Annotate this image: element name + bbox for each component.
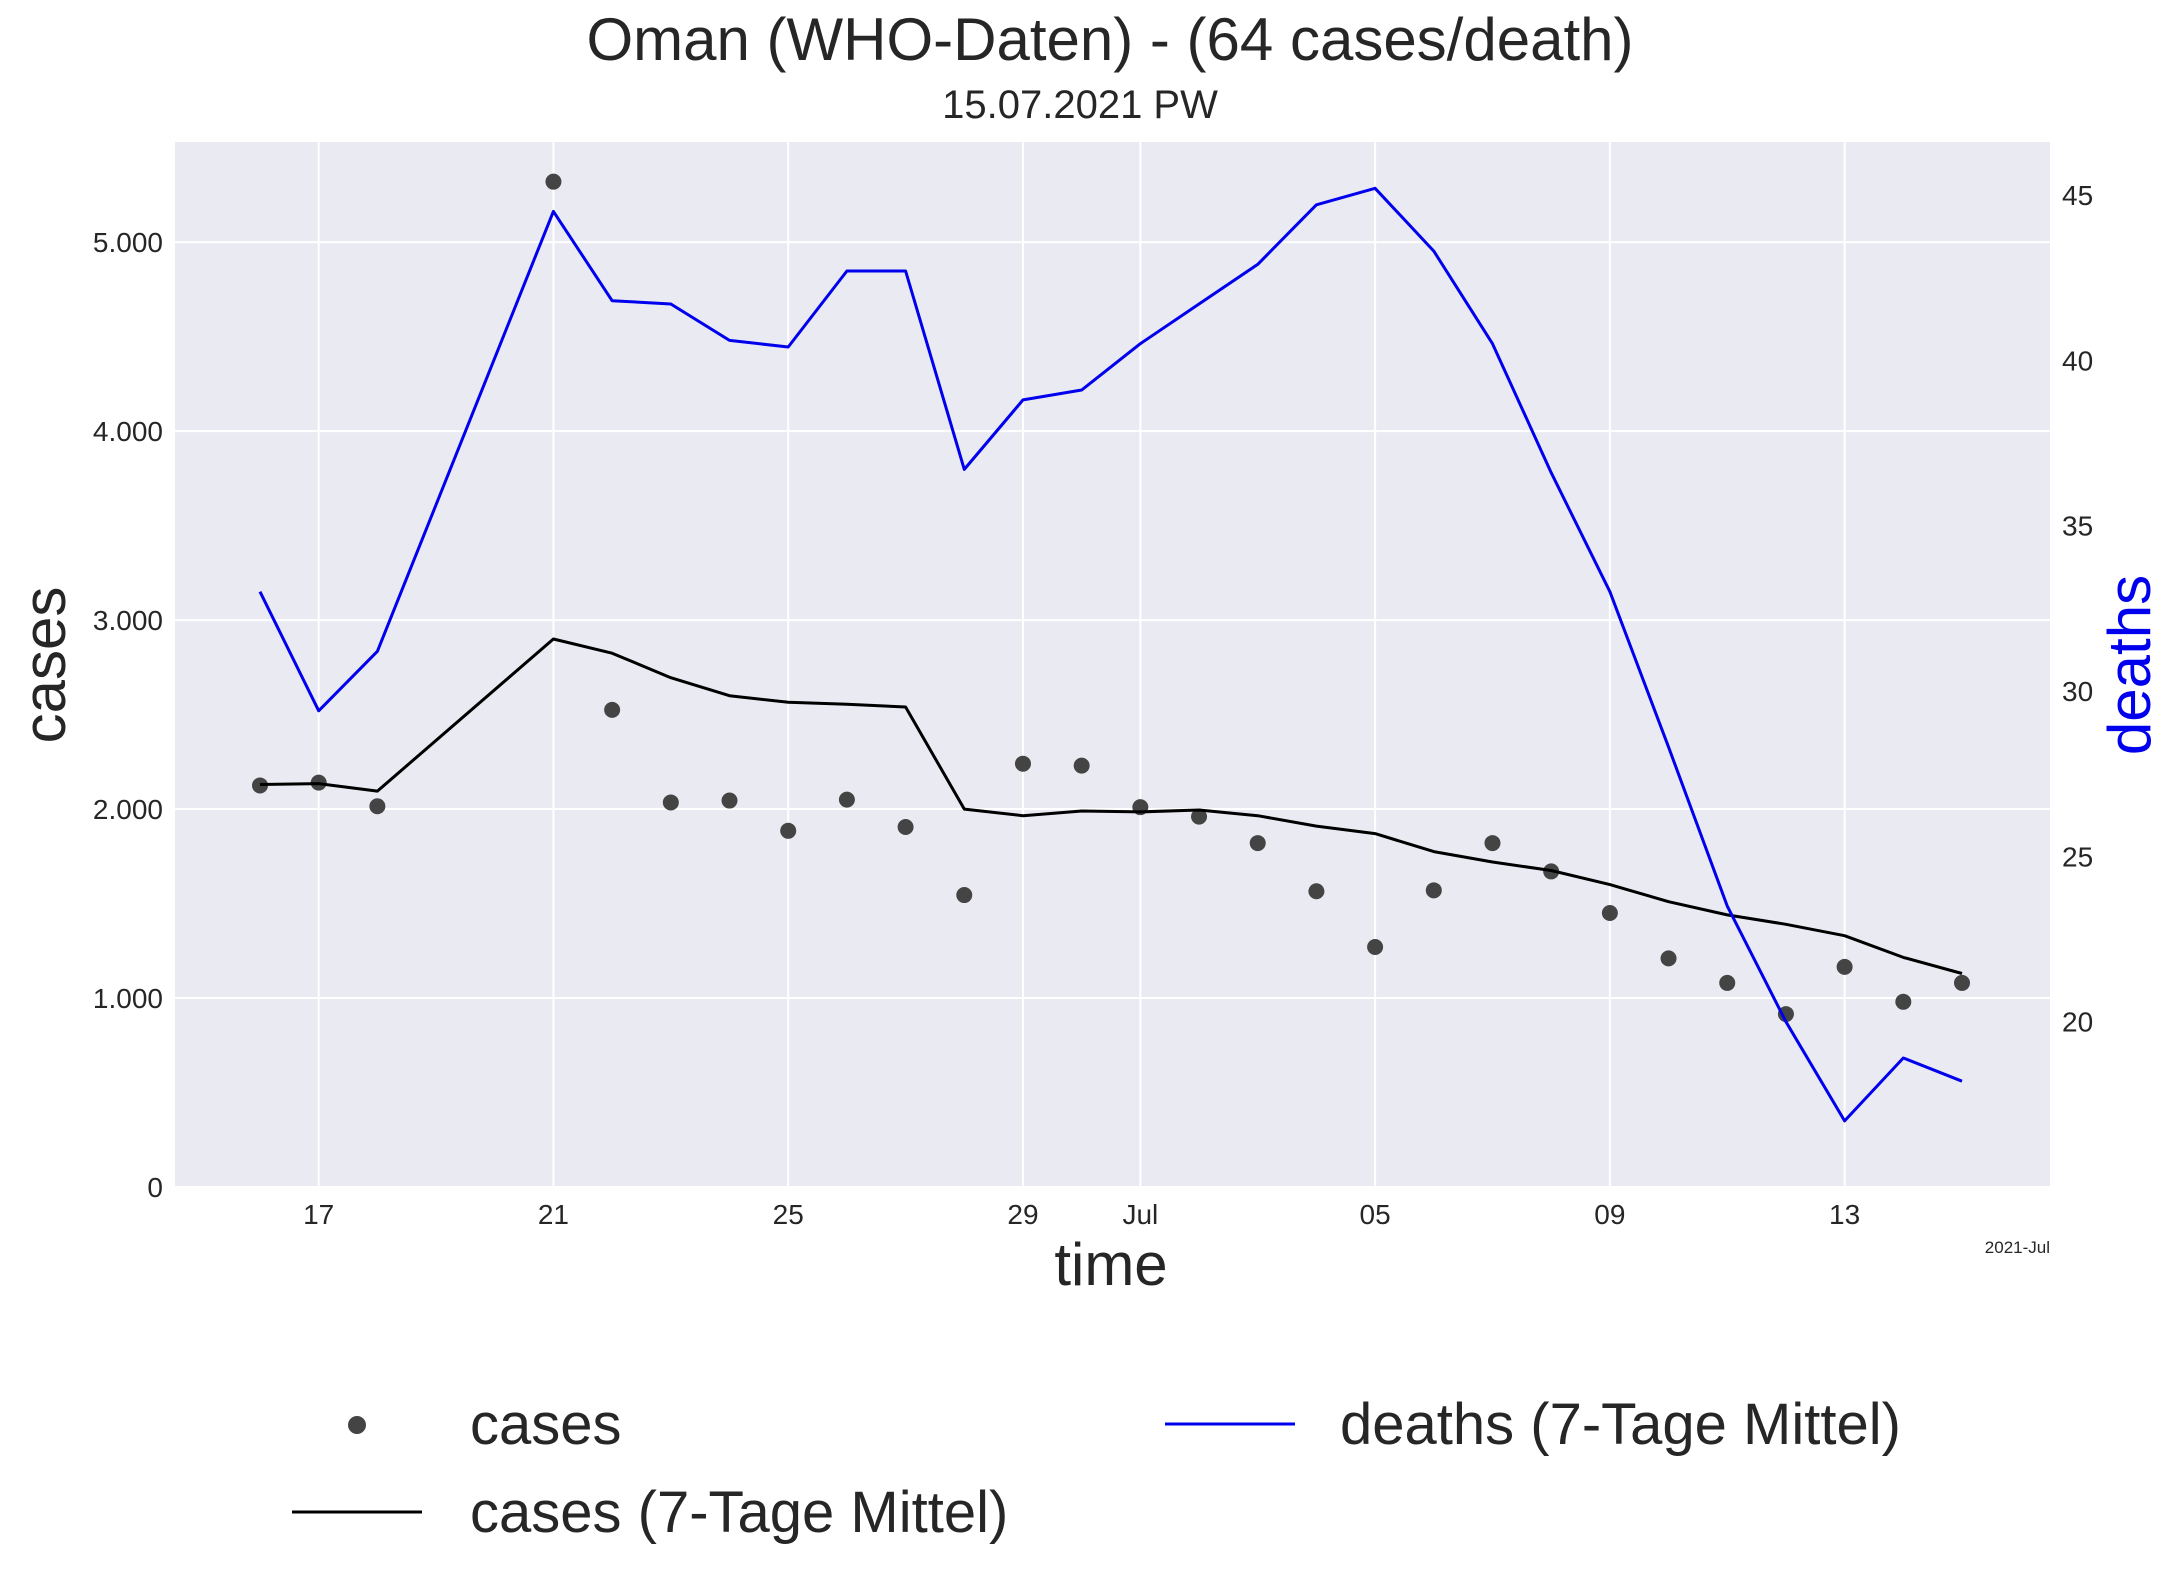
- cases-point: [1719, 974, 1736, 991]
- cases-point: [1954, 974, 1970, 991]
- cases-point: [545, 173, 562, 190]
- cases-point: [956, 887, 973, 904]
- cases-point: [662, 794, 679, 811]
- x-axis-offset-label: 2021-Jul: [1985, 1238, 2050, 1257]
- data-marks: [252, 173, 1970, 1123]
- cases-point: [1367, 939, 1384, 956]
- cases-point: [604, 701, 621, 718]
- cases-point: [1425, 882, 1442, 899]
- y-tick-label-right: 25: [2062, 841, 2093, 872]
- cases-point: [838, 791, 855, 808]
- cases-point: [780, 822, 797, 839]
- cases-point: [1660, 950, 1677, 967]
- plot-area: [175, 142, 2050, 1187]
- y-tick-label-right: 30: [2062, 676, 2093, 707]
- legend-label-deaths-avg: deaths (7-Tage Mittel): [1340, 1392, 1901, 1457]
- legend: cases cases (7-Tage Mittel) deaths (7-Ta…: [292, 1392, 1901, 1545]
- chart-subtitle: 15.07.2021 PW: [942, 83, 1218, 127]
- y-tick-label-left: 5.000: [93, 227, 163, 258]
- x-tick-label: 25: [773, 1199, 804, 1230]
- legend-label-cases: cases: [470, 1392, 622, 1457]
- axis-ticks: 0 1.000 2.000 3.000 4.000 5.000 20 25 30 35 40 45 17…: [93, 180, 2093, 1230]
- x-axis-label: time: [1054, 1231, 1167, 1298]
- cases-point: [1484, 835, 1501, 852]
- cases-point: [1191, 808, 1208, 825]
- cases-point: [1249, 835, 1266, 852]
- y-tick-label-left: 0: [147, 1172, 163, 1203]
- cases-point: [897, 819, 914, 836]
- grid-lines: [175, 142, 2050, 1188]
- x-tick-label: 17: [303, 1199, 334, 1230]
- x-tick-label: 05: [1360, 1199, 1391, 1230]
- cases-point: [1777, 1006, 1794, 1023]
- cases-point: [1895, 993, 1912, 1010]
- y-tick-label-right: 45: [2062, 180, 2093, 211]
- cases-point: [1014, 755, 1031, 772]
- cases-point: [252, 777, 268, 794]
- cases-point: [1836, 958, 1853, 975]
- legend-label-cases-avg: cases (7-Tage Mittel): [470, 1480, 1008, 1545]
- x-tick-label: Jul: [1122, 1199, 1158, 1230]
- y-tick-label-right: 40: [2062, 345, 2093, 376]
- cases-point: [721, 792, 738, 809]
- y-tick-label-left: 4.000: [93, 416, 163, 447]
- y-axis-label-left: cases: [11, 587, 78, 744]
- y-tick-label-right: 35: [2062, 511, 2093, 542]
- cases-point: [369, 798, 386, 815]
- cases-point: [1308, 883, 1325, 900]
- y-axis-label-right: deaths: [2096, 575, 2162, 755]
- y-tick-label-right: 20: [2062, 1007, 2093, 1038]
- legend-marker-cases: [348, 1416, 366, 1434]
- x-tick-label: 21: [538, 1199, 569, 1230]
- cases-point: [1601, 904, 1618, 921]
- x-tick-label: 13: [1829, 1199, 1860, 1230]
- cases-point: [1073, 757, 1090, 774]
- y-tick-label-left: 2.000: [93, 794, 163, 825]
- y-tick-label-left: 1.000: [93, 983, 163, 1014]
- y-tick-label-left: 3.000: [93, 605, 163, 636]
- deaths-7day-average-line: [258, 186, 1963, 1123]
- chart-title: Oman (WHO-Daten) - (64 cases/death): [587, 6, 1634, 73]
- cases-7day-average-line: [259, 637, 1963, 975]
- x-tick-label: 29: [1007, 1199, 1038, 1230]
- x-tick-label: 09: [1594, 1199, 1625, 1230]
